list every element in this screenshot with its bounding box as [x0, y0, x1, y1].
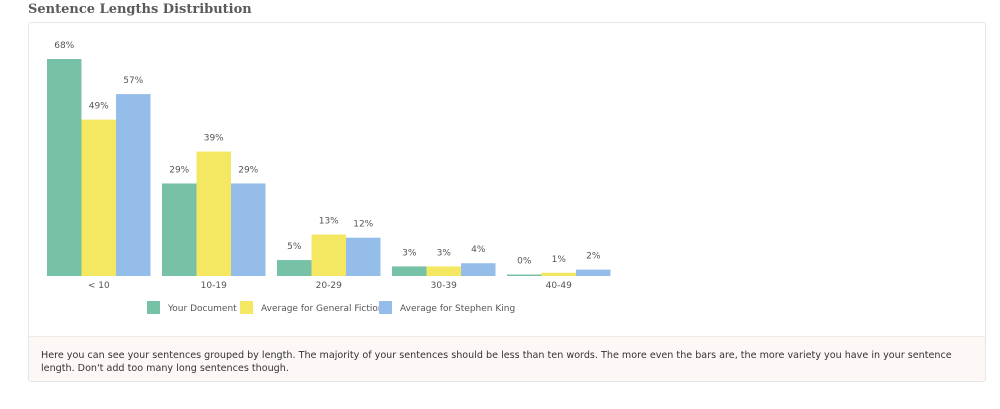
sentence-length-chart: 68% 49% 57% < 10 29% 39% 29% 10-19 5% 13% 12% 20-29… — [47, 41, 611, 314]
data-label: 57% — [123, 76, 143, 86]
data-label: 4% — [471, 245, 486, 255]
bar-1-3 — [277, 260, 312, 276]
bar-1-5 — [507, 274, 542, 276]
bar-2-1 — [81, 119, 116, 276]
legend-item[interactable]: Your Document — [147, 301, 237, 314]
bar-2-2 — [196, 151, 231, 276]
data-label: 1% — [552, 255, 567, 265]
data-label: 29% — [169, 165, 189, 175]
data-label: 2% — [586, 252, 601, 262]
legend-label: Average for General Fiction — [261, 304, 384, 314]
bar-3-1 — [116, 94, 151, 277]
chart-description: Here you can see your sentences grouped … — [29, 336, 985, 381]
bar-3-3 — [346, 237, 381, 276]
category-label: 20-29 — [316, 281, 342, 291]
bar-1-2 — [162, 183, 197, 276]
bar-3-5 — [576, 269, 611, 276]
data-label: 3% — [437, 248, 452, 258]
category-label: 10-19 — [201, 281, 227, 291]
legend-item[interactable]: Average for General Fiction — [240, 301, 384, 314]
bar-3-2 — [231, 183, 266, 276]
bar-1-4 — [392, 266, 427, 276]
bar-2-5 — [541, 272, 576, 276]
data-label: 68% — [54, 41, 74, 51]
legend-item[interactable]: Average for Stephen King — [379, 301, 515, 314]
legend-swatch — [379, 301, 392, 314]
page-title: Sentence Lengths Distribution — [28, 2, 252, 17]
legend-swatch — [240, 301, 253, 314]
bar-2-3 — [311, 234, 346, 276]
category-label: 30-39 — [431, 281, 457, 291]
legend-swatch — [147, 301, 160, 314]
chart-card: 68% 49% 57% < 10 29% 39% 29% 10-19 5% 13% 12% 20-29… — [28, 22, 986, 382]
data-label: 29% — [238, 165, 258, 175]
legend-label: Your Document — [167, 304, 237, 314]
legend-label: Average for Stephen King — [400, 304, 515, 314]
category-label: < 10 — [88, 281, 110, 291]
data-label: 3% — [402, 248, 417, 258]
data-label: 5% — [287, 242, 302, 252]
bar-3-4 — [461, 263, 496, 276]
data-label: 49% — [89, 102, 109, 112]
data-label: 12% — [353, 220, 373, 230]
data-label: 39% — [204, 134, 224, 144]
data-label: 13% — [319, 217, 339, 227]
category-label: 40-49 — [546, 281, 572, 291]
bar-2-4 — [426, 266, 461, 276]
data-label: 0% — [517, 257, 532, 267]
bar-1-1 — [47, 59, 82, 276]
